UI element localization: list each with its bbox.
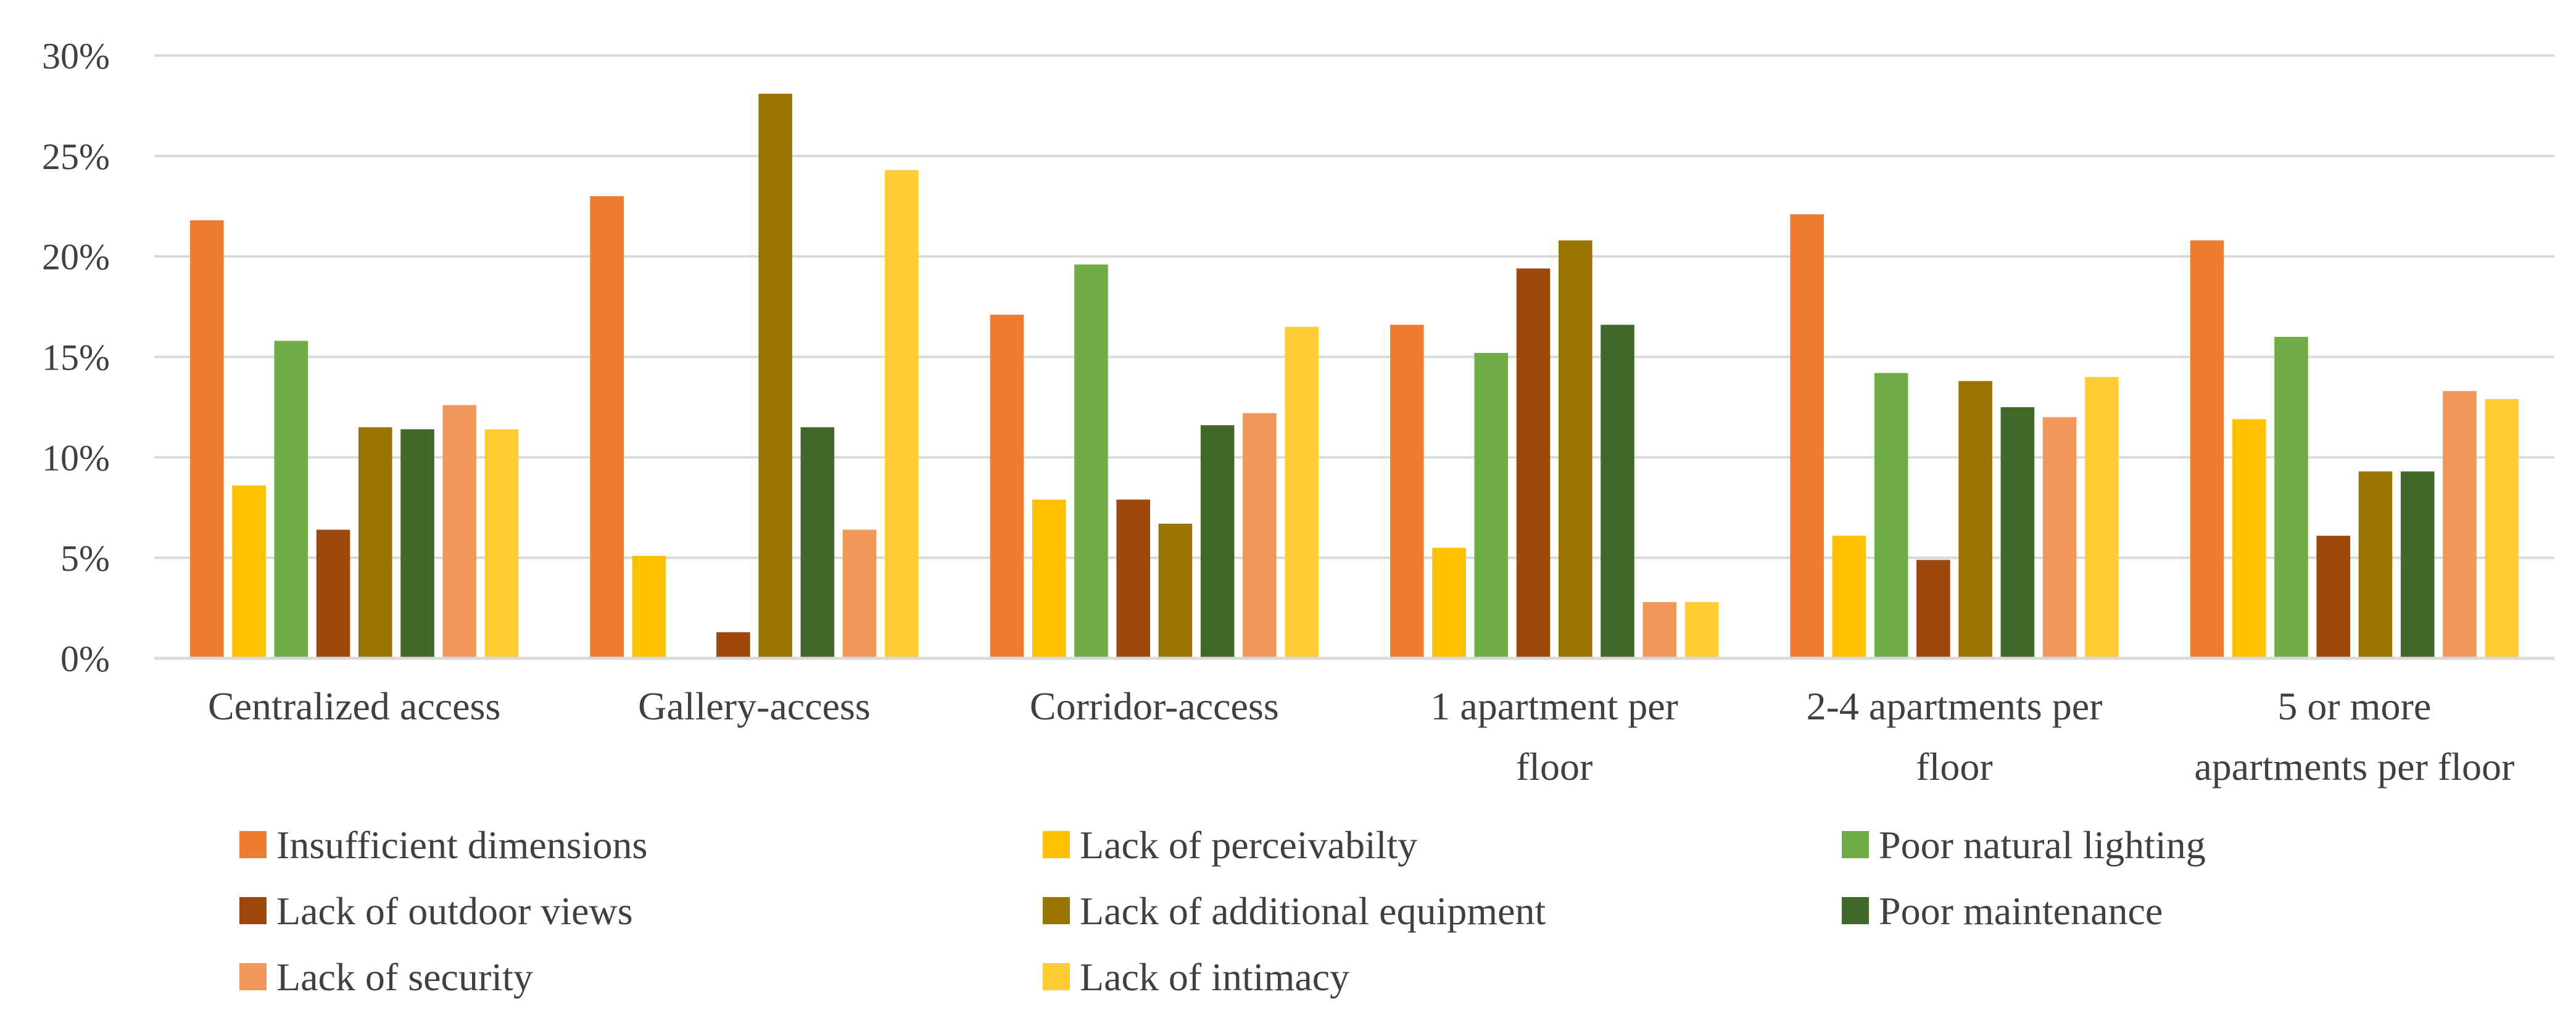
bar xyxy=(1874,373,1908,658)
bar xyxy=(400,429,434,658)
gridlines xyxy=(154,54,2554,560)
x-category-label: apartments per floor xyxy=(2194,745,2514,788)
bar xyxy=(800,427,835,658)
legend-swatch xyxy=(1842,831,1869,858)
bar xyxy=(2000,407,2035,658)
bar xyxy=(2232,419,2266,658)
legend-swatch xyxy=(1043,831,1070,858)
bar xyxy=(885,170,919,658)
bar xyxy=(1285,326,1319,658)
bar xyxy=(1243,413,1277,658)
x-category-label: Centralized access xyxy=(208,684,500,728)
bar xyxy=(2274,336,2308,658)
bar xyxy=(632,555,666,658)
bar xyxy=(2400,471,2435,658)
y-tick-label: 15% xyxy=(42,337,110,378)
legend-swatch xyxy=(1043,963,1070,990)
y-tick-label: 10% xyxy=(42,437,110,478)
legend-label: Lack of security xyxy=(276,955,533,999)
bar xyxy=(2358,471,2393,658)
x-category-label: Gallery-access xyxy=(638,684,871,728)
x-category-label: floor xyxy=(1516,745,1592,788)
bar xyxy=(232,485,266,658)
bar xyxy=(1916,560,1950,658)
legend-label: Lack of outdoor views xyxy=(276,889,633,933)
legend: Insufficient dimensions Lack of perceivab… xyxy=(239,823,2206,999)
legend-label: Insufficient dimensions xyxy=(276,823,647,867)
x-category-label: 5 or more xyxy=(2277,684,2431,728)
bar xyxy=(1390,325,1424,658)
bar xyxy=(2443,391,2477,658)
y-axis-tick-labels: 0% 5% 10% 15% 20% 25% 30% xyxy=(42,36,110,679)
bar xyxy=(274,341,309,658)
legend-label: Lack of intimacy xyxy=(1080,955,1349,999)
bar xyxy=(1158,523,1193,658)
bar xyxy=(1642,602,1677,658)
bar xyxy=(1032,499,1066,658)
bar xyxy=(590,196,624,658)
y-tick-label: 5% xyxy=(60,538,110,579)
legend-swatch xyxy=(1043,897,1070,924)
bar xyxy=(190,220,224,659)
x-category-label: 2-4 apartments per xyxy=(1807,684,2103,728)
bar xyxy=(716,632,750,658)
bar xyxy=(1958,381,1992,658)
bar xyxy=(2485,399,2519,658)
bar xyxy=(1432,547,1466,658)
legend-label: Lack of perceivabilty xyxy=(1080,823,1417,867)
bar xyxy=(1474,352,1509,658)
legend-swatch xyxy=(1842,897,1869,924)
bar xyxy=(1116,499,1151,658)
legend-swatch xyxy=(239,963,267,990)
bar xyxy=(1832,536,1866,658)
bar xyxy=(842,529,877,658)
bar xyxy=(1601,325,1634,658)
x-axis-category-labels: Centralized access Gallery-access Corridor… xyxy=(208,684,2514,788)
bar xyxy=(2042,417,2077,658)
y-tick-label: 0% xyxy=(60,639,110,679)
x-category-label: Corridor-access xyxy=(1030,684,1279,728)
bar xyxy=(2190,240,2224,658)
bar xyxy=(1558,240,1592,658)
bar xyxy=(1200,425,1235,658)
bar xyxy=(442,405,477,658)
bar xyxy=(484,429,519,658)
bars xyxy=(190,93,2519,659)
bar xyxy=(358,427,392,658)
bar xyxy=(990,315,1024,658)
bar xyxy=(316,529,350,658)
legend-label: Lack of additional equipment xyxy=(1080,889,1546,933)
bar xyxy=(2316,536,2351,658)
x-category-label: 1 apartment per xyxy=(1430,684,1678,728)
bar xyxy=(2085,377,2119,658)
legend-label: Poor maintenance xyxy=(1879,889,2163,933)
y-tick-label: 25% xyxy=(42,136,110,177)
legend-swatch xyxy=(239,897,267,924)
bar xyxy=(1684,602,1719,658)
bar xyxy=(1074,264,1108,658)
y-tick-label: 20% xyxy=(42,237,110,278)
y-tick-label: 30% xyxy=(42,36,110,77)
legend-swatch xyxy=(239,831,267,858)
legend-label: Poor natural lighting xyxy=(1879,823,2206,867)
x-category-label: floor xyxy=(1916,745,1992,788)
bar xyxy=(1790,214,1824,658)
bar xyxy=(1516,268,1551,658)
bar xyxy=(758,93,792,659)
